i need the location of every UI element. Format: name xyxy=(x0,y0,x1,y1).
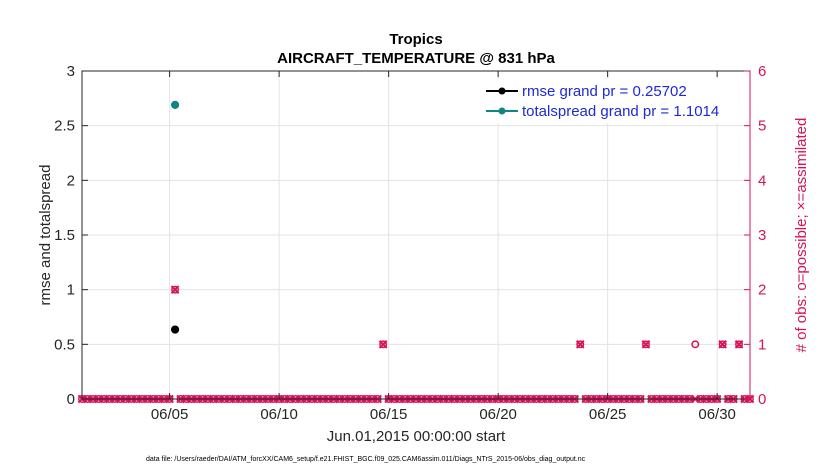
y2-tick-label-1: 1 xyxy=(758,336,766,353)
y-tick-label-4: 2 xyxy=(67,172,75,189)
obs-assimilated-stroke-b-55 xyxy=(378,340,388,349)
y2-tick-label-0: 0 xyxy=(758,391,766,408)
y-tick-label-2: 1 xyxy=(67,282,75,299)
x-tick-label-1: 06/10 xyxy=(260,406,298,423)
obs-possible-point-91 xyxy=(576,340,585,349)
y2-axis-label: # of obs: o=possible; ×=assimilated xyxy=(793,118,810,353)
chart-subtitle: AIRCRAFT_TEMPERATURE @ 831 hPa xyxy=(277,50,555,67)
obs-assimilated-point-91 xyxy=(575,340,585,349)
y-tick-label-5: 2.5 xyxy=(54,118,75,135)
y-tick-label-1: 0.5 xyxy=(54,336,75,353)
series-0-point-0 xyxy=(170,325,180,334)
obs-possible-point-112 xyxy=(691,340,700,349)
obs-assimilated-point-17 xyxy=(170,285,180,294)
legend-marker-rmse xyxy=(498,87,506,95)
obs-possible-point-103 xyxy=(642,340,650,349)
x-axis-label: Jun.01,2015 00:00:00 start xyxy=(327,428,506,445)
obs-assimilated-point-103 xyxy=(641,340,651,349)
data-file-footnote: data file: /Users/raeder/DAI/ATM_forcXX/… xyxy=(146,456,586,463)
y2-tick-label-6: 6 xyxy=(758,63,766,80)
x-tick-label-0: 06/05 xyxy=(151,406,189,423)
y-tick-label-0: 0 xyxy=(67,391,75,408)
x-tick-label-5: 06/30 xyxy=(698,406,736,423)
obs-assimilated-point-117 xyxy=(718,340,727,349)
obs-possible-point-17 xyxy=(171,285,180,294)
x-tick-label-3: 06/20 xyxy=(479,406,517,423)
obs-assimilated-point-55 xyxy=(378,340,388,349)
obs-assimilated-stroke-b-91 xyxy=(575,340,585,349)
y2-tick-label-2: 2 xyxy=(758,282,766,299)
y2-tick-label-3: 3 xyxy=(758,227,766,244)
series-1-point-0 xyxy=(170,100,180,109)
y-tick-label-3: 1.5 xyxy=(54,227,75,244)
y-axis-label: rmse and totalspread xyxy=(37,165,54,306)
obs-assimilated-stroke-b-17 xyxy=(170,285,180,294)
legend-marker-totalspread xyxy=(498,107,506,115)
obs-assimilated-point-120 xyxy=(734,340,744,349)
y2-tick-label-4: 4 xyxy=(758,172,766,189)
y2-tick-label-5: 5 xyxy=(758,118,766,135)
x-tick-label-4: 06/25 xyxy=(589,406,627,423)
obs-assimilated-stroke-b-103 xyxy=(641,340,651,349)
legend: rmse grand pr = 0.25702 totalspread gran… xyxy=(474,79,746,123)
ticks-layer: 06/05 06/10 06/15 06/20 06/25 06/30 0 0.5 1 1.5 2 2… xyxy=(54,63,766,423)
y-tick-label-6: 3 xyxy=(67,63,75,80)
marks-layer xyxy=(77,100,755,404)
obs-possible-point-117 xyxy=(718,340,727,349)
x-tick-label-2: 06/15 xyxy=(370,406,408,423)
legend-box xyxy=(474,79,746,123)
obs-possible-point-55 xyxy=(379,340,388,349)
grid-layer xyxy=(82,71,750,399)
legend-label-rmse: rmse grand pr = 0.25702 xyxy=(522,83,687,100)
chart-title: Tropics xyxy=(389,31,442,48)
obs-possible-point-120 xyxy=(735,340,743,349)
obs-assimilated-stroke-b-120 xyxy=(734,340,744,349)
obs-assimilated-stroke-b-117 xyxy=(718,340,727,349)
legend-label-totalspread: totalspread grand pr = 1.1014 xyxy=(522,103,719,120)
